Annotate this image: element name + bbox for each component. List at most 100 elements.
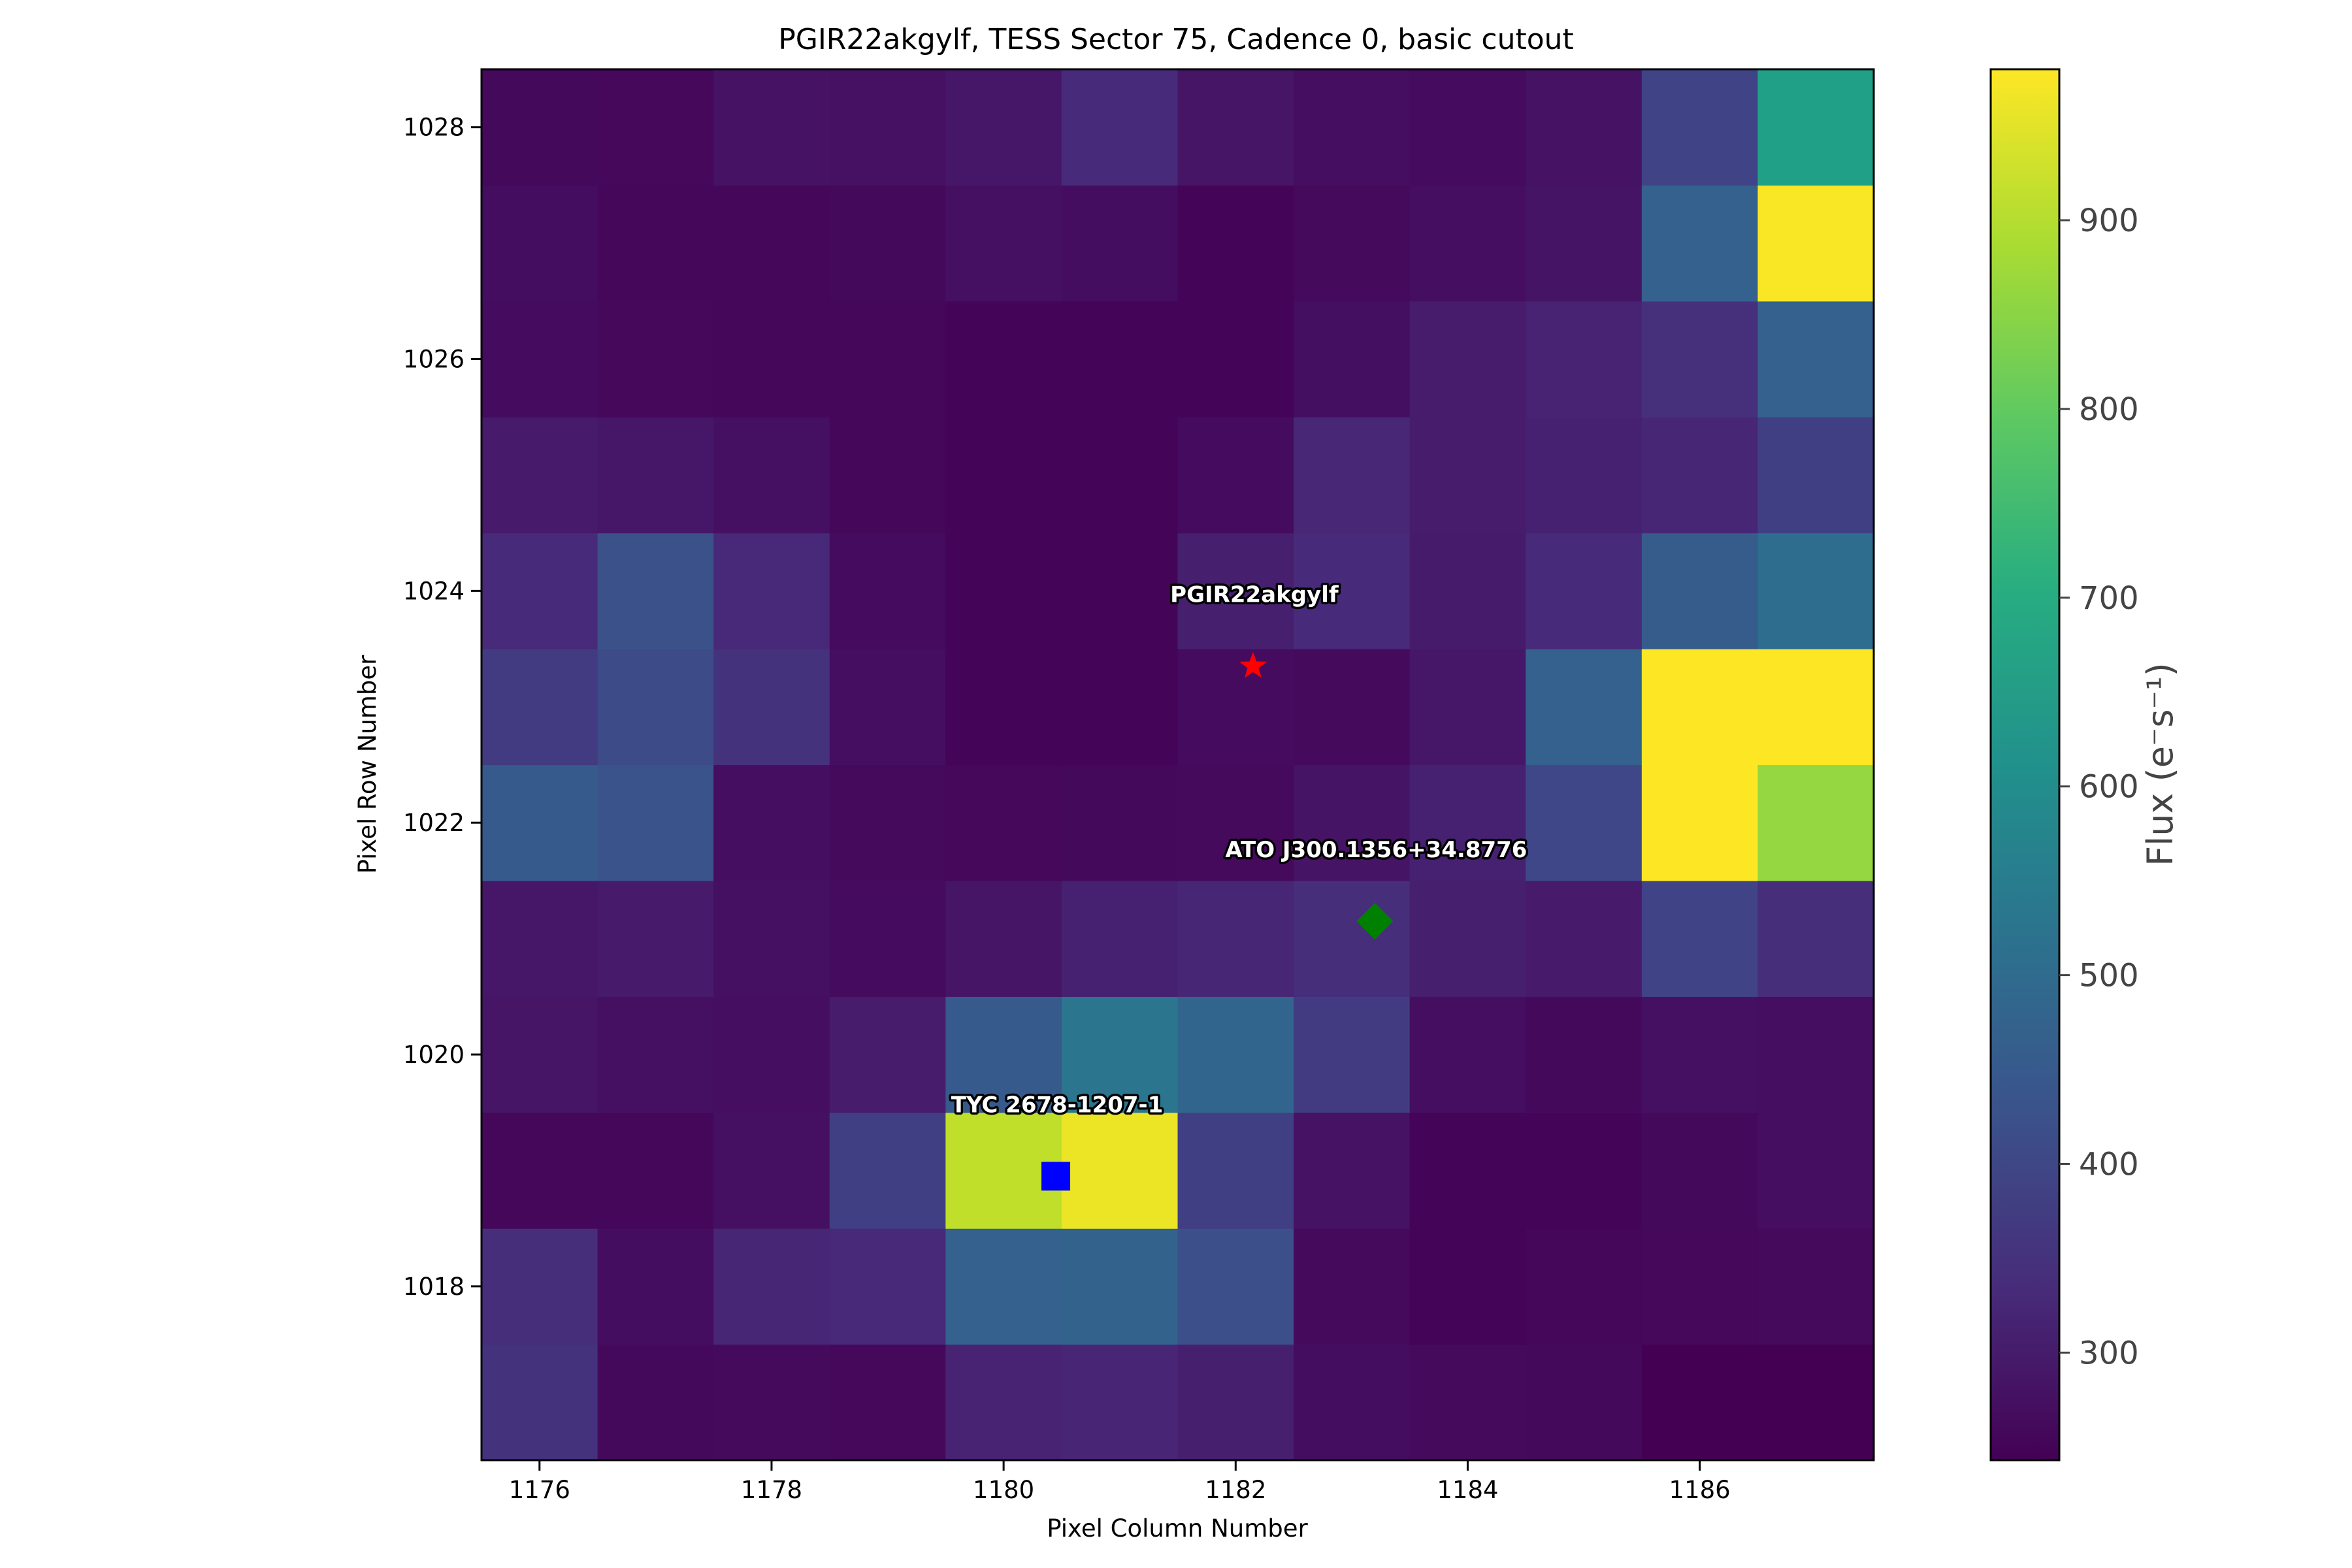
y-tick-label: 1028 (403, 114, 465, 142)
heatmap-cell (597, 185, 714, 302)
heatmap-cell (713, 649, 830, 766)
heatmap-cell (482, 764, 598, 881)
heatmap-cell (1757, 1112, 1874, 1229)
colorbar-tick-label: 800 (2079, 391, 2139, 428)
heatmap-cell (1526, 301, 1642, 417)
heatmap-cell (1061, 185, 1179, 302)
heatmap-cell (1526, 417, 1642, 534)
heatmap-cell (1061, 417, 1179, 534)
heatmap-cell (945, 880, 1062, 997)
heatmap-cell (597, 1344, 714, 1461)
colorbar-ticks: 300 400 500 600 700 800 900 (2059, 203, 2139, 1371)
heatmap-cell (1294, 996, 1411, 1113)
y-tick-label: 1026 (403, 346, 465, 374)
heatmap-cell (1757, 1228, 1874, 1345)
colorbar-tick-label: 400 (2079, 1146, 2139, 1183)
heatmap-cell (1409, 532, 1526, 649)
heatmap-cell (945, 532, 1062, 649)
heatmap-cell (1061, 301, 1179, 417)
y-tick-label: 1022 (403, 809, 465, 837)
heatmap-cell (1409, 1112, 1526, 1229)
heatmap-cell (945, 417, 1062, 534)
heatmap-cell (1409, 301, 1526, 417)
heatmap-cell (1061, 69, 1179, 186)
source-markers: PGIR22akgylf ATO J300.1356+34.8776 TYC 267… (949, 580, 1529, 1191)
heatmap-cell (713, 880, 830, 997)
heatmap-cell (1294, 417, 1411, 534)
heatmap-cell (482, 69, 598, 186)
y-tick-label: 1020 (403, 1041, 465, 1069)
heatmap-cell (1294, 185, 1411, 302)
heatmap-cell (945, 301, 1062, 417)
heatmap-cell (1641, 417, 1759, 534)
heatmap-cell (829, 417, 946, 534)
heatmap-cell (1526, 764, 1642, 881)
heatmap-cell (1294, 1228, 1411, 1345)
heatmap-cell (1641, 185, 1759, 302)
heatmap-cell (1641, 1228, 1759, 1345)
heatmap-cell (597, 1228, 714, 1345)
heatmap-cell (1641, 996, 1759, 1113)
colorbar-tick-label: 300 (2079, 1335, 2139, 1371)
colorbar-label: Flux (e⁻s⁻¹) (2140, 662, 2181, 866)
marker-label: ATO J300.1356+34.8776 (1225, 837, 1527, 863)
heatmap-cell (1061, 532, 1179, 649)
x-tick-label: 1178 (741, 1476, 802, 1504)
heatmap-cell (1061, 1344, 1179, 1461)
heatmap-cell (1177, 1344, 1294, 1461)
heatmap-cell (713, 996, 830, 1113)
heatmap-cell (1526, 532, 1642, 649)
heatmap-cell (1757, 880, 1874, 997)
colorbar (1989, 68, 2061, 1462)
heatmap-cell (597, 301, 714, 417)
heatmap-cell (1409, 417, 1526, 534)
heatmap-cell (829, 880, 946, 997)
heatmap-cell (597, 417, 714, 534)
heatmap-cell (945, 996, 1062, 1113)
colorbar-tick-label: 700 (2079, 580, 2139, 617)
heatmap-cell (1757, 532, 1874, 649)
heatmap-cell (1294, 532, 1411, 649)
heatmap-cell (1757, 417, 1874, 534)
heatmap-cell (713, 1228, 830, 1345)
heatmap-cell (713, 532, 830, 649)
heatmap-cell (713, 1344, 830, 1461)
heatmap-cell (1641, 301, 1759, 417)
heatmap-cell (1177, 764, 1294, 881)
heatmap-cell (1526, 185, 1642, 302)
heatmap-cell (482, 185, 598, 302)
heatmap-cell (1641, 1112, 1759, 1229)
heatmap-cell (829, 69, 946, 186)
heatmap-cell (482, 532, 598, 649)
heatmap-cell (1757, 69, 1874, 186)
heatmap-cell (829, 185, 946, 302)
heatmap-cell (1757, 996, 1874, 1113)
heatmap-cell (1061, 880, 1179, 997)
heatmap-cell (597, 69, 714, 186)
heatmap-cell (829, 649, 946, 766)
heatmap-cell (482, 996, 598, 1113)
heatmap-cell (1641, 764, 1759, 881)
colorbar-tick-label: 900 (2079, 203, 2139, 239)
heatmap-cell (1409, 1228, 1526, 1345)
heatmap-cell (1061, 1228, 1179, 1345)
heatmap-cell (1409, 185, 1526, 302)
x-tick-label: 1180 (973, 1476, 1034, 1504)
heatmap-cell (713, 69, 830, 186)
heatmap-cell (1526, 996, 1642, 1113)
heatmap-cell (1757, 649, 1874, 766)
heatmap-cell (482, 301, 598, 417)
heatmap-cell (1641, 649, 1759, 766)
heatmap-cell (945, 1228, 1062, 1345)
plot-frame (480, 68, 1875, 1462)
marker-label: PGIR22akgylf (1170, 582, 1339, 608)
x-tick-label: 1182 (1205, 1476, 1266, 1504)
heatmap-cell (1177, 417, 1294, 534)
heatmap-cell (1409, 69, 1526, 186)
heatmap-cell (597, 764, 714, 881)
heatmap-cell (597, 996, 714, 1113)
heatmap (482, 69, 1874, 1461)
chart-title: PGIR22akgylf, TESS Sector 75, Cadence 0,… (778, 23, 1574, 56)
heatmap-cell (945, 1344, 1062, 1461)
